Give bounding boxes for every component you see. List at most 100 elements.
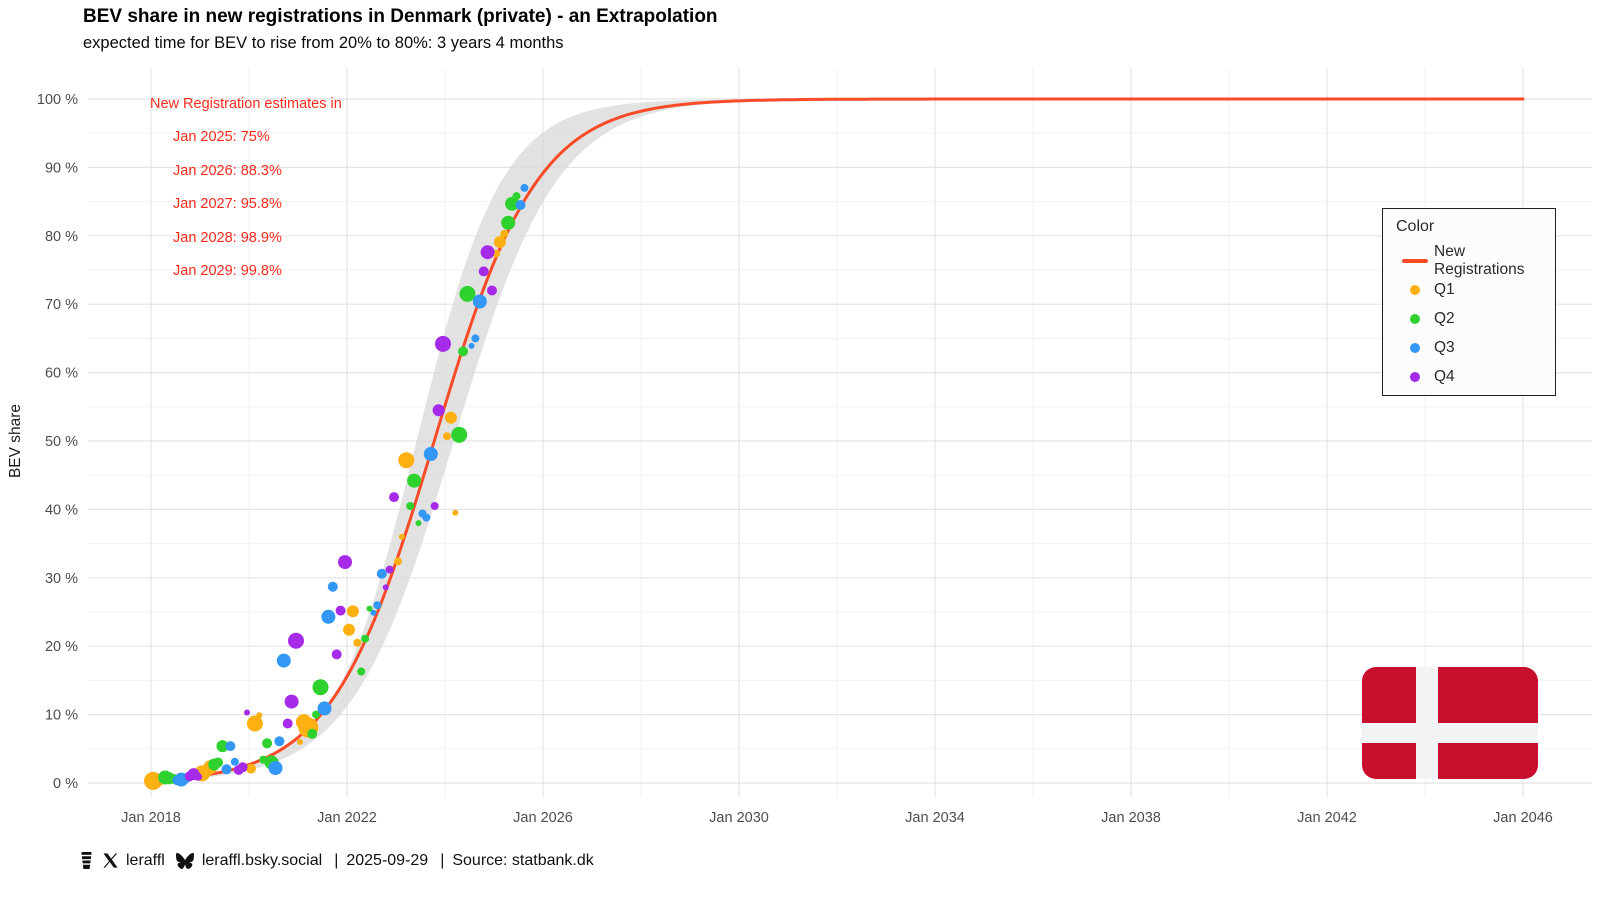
x-tick-label: Jan 2022 xyxy=(317,810,377,826)
data-point-q1 xyxy=(443,432,451,441)
data-point-q2 xyxy=(407,473,422,488)
x-tick-label: Jan 2018 xyxy=(121,810,181,826)
legend-item-label: New Registrations xyxy=(1434,242,1525,278)
legend-item-q2: Q2 xyxy=(1396,304,1555,333)
data-point-q2 xyxy=(505,196,520,211)
footer-handle: leraffl xyxy=(126,851,165,869)
data-point-q3 xyxy=(471,334,480,343)
y-tick-label: 50 % xyxy=(45,434,78,450)
legend-item-label: Q4 xyxy=(1434,367,1455,385)
data-point-q1 xyxy=(246,715,263,732)
y-tick-label: 20 % xyxy=(45,639,78,655)
data-point-q2 xyxy=(262,738,273,749)
data-point-q2 xyxy=(512,192,521,201)
data-point-q4 xyxy=(478,266,489,277)
data-point-q4 xyxy=(282,718,293,729)
data-point-q4 xyxy=(288,632,304,649)
data-point-q3 xyxy=(468,342,475,349)
data-point-q3 xyxy=(423,447,438,461)
legend-item-q4: Q4 xyxy=(1396,362,1555,391)
y-tick-label: 90 % xyxy=(45,160,78,176)
data-point-q3 xyxy=(520,183,529,192)
page-title: BEV share in new registrations in Denmar… xyxy=(83,6,718,27)
data-point-q3 xyxy=(376,568,387,579)
annotation-estimate-2029: Jan 2029: 99.8% xyxy=(173,263,282,279)
data-point-q2 xyxy=(451,426,468,443)
data-point-q2 xyxy=(415,520,422,527)
page-subtitle: expected time for BEV to rise from 20% t… xyxy=(83,34,564,52)
q2-dot-swatch xyxy=(1396,313,1434,324)
data-point-q3 xyxy=(370,609,377,616)
legend-line-swatch xyxy=(1396,258,1434,263)
data-point-q4 xyxy=(487,285,497,296)
data-point-q1 xyxy=(398,533,405,540)
data-point-q2 xyxy=(366,605,373,612)
legend-item-label: Q2 xyxy=(1434,309,1455,327)
data-point-q2 xyxy=(406,502,415,510)
data-point-q3 xyxy=(472,294,487,309)
data-point-q2 xyxy=(501,215,516,230)
data-point-q4 xyxy=(284,694,299,709)
x-tick-label: Jan 2038 xyxy=(1101,810,1161,826)
legend-title: Color xyxy=(1396,218,1435,235)
data-point-q1 xyxy=(500,229,509,238)
q3-dot-swatch xyxy=(1396,342,1434,353)
data-point-q4 xyxy=(432,404,445,417)
data-point-q1 xyxy=(493,236,506,248)
data-point-q1 xyxy=(343,623,355,636)
legend-item-q1: Q1 xyxy=(1396,275,1555,304)
data-point-q3 xyxy=(230,757,239,766)
data-point-q4 xyxy=(237,762,248,773)
data-point-q2 xyxy=(357,667,366,676)
confidence-band xyxy=(180,99,935,780)
data-point-q4 xyxy=(194,772,202,781)
data-point-q2 xyxy=(361,634,370,643)
separator: | xyxy=(334,851,339,869)
data-point-q1 xyxy=(394,557,402,566)
data-point-q2 xyxy=(307,728,318,739)
x-tick-label: Jan 2034 xyxy=(905,810,965,826)
data-point-q3 xyxy=(276,653,291,668)
y-tick-label: 40 % xyxy=(45,502,78,518)
annotation-estimate-2025: Jan 2025: 75% xyxy=(173,129,270,145)
data-point-q2 xyxy=(312,679,329,696)
data-point-q4 xyxy=(430,502,439,510)
legend-item-label: Q1 xyxy=(1434,280,1455,298)
data-point-q1 xyxy=(297,739,303,745)
y-tick-label: 0 % xyxy=(53,776,78,792)
data-point-q4 xyxy=(331,649,342,660)
data-point-q3 xyxy=(327,581,338,592)
data-point-q4 xyxy=(335,605,346,616)
data-point-q4 xyxy=(382,584,389,591)
footer-source: Source: statbank.dk xyxy=(452,851,594,869)
annotation-estimate-2026: Jan 2026: 88.3% xyxy=(173,163,282,179)
data-point-q3 xyxy=(317,701,332,716)
data-point-q3 xyxy=(373,601,382,610)
footer-date: 2025-09-29 xyxy=(346,851,429,869)
footer-bsky-handle: leraffl.bsky.social xyxy=(201,851,323,869)
y-axis-title: BEV share xyxy=(7,404,24,478)
y-tick-label: 70 % xyxy=(45,297,78,313)
q4-dot-swatch xyxy=(1396,371,1434,382)
data-point-q2 xyxy=(213,757,224,768)
data-point-q1 xyxy=(256,712,263,719)
y-tick-label: 60 % xyxy=(45,366,78,382)
annotation-estimate-2027: Jan 2027: 95.8% xyxy=(173,196,282,212)
x-logo-icon xyxy=(102,852,119,869)
denmark-flag xyxy=(1362,667,1538,779)
q1-dot-swatch xyxy=(1396,284,1434,295)
data-point-q4 xyxy=(389,492,399,503)
legend-box: Color New Registrations Q1 Q2 Q3 Q4 xyxy=(1382,208,1556,396)
legend-item-q3: Q3 xyxy=(1396,333,1555,362)
separator: | xyxy=(440,851,445,869)
data-point-q4 xyxy=(435,335,451,352)
x-tick-label: Jan 2026 xyxy=(513,810,573,826)
data-point-q2 xyxy=(459,285,476,302)
annotation-header: New Registration estimates in xyxy=(150,96,342,112)
coffee-cup-icon xyxy=(78,851,95,870)
data-point-q3 xyxy=(274,736,285,747)
data-point-q3 xyxy=(422,513,431,522)
flag-cross-horizontal xyxy=(1362,723,1538,743)
data-point-q2 xyxy=(458,346,469,357)
